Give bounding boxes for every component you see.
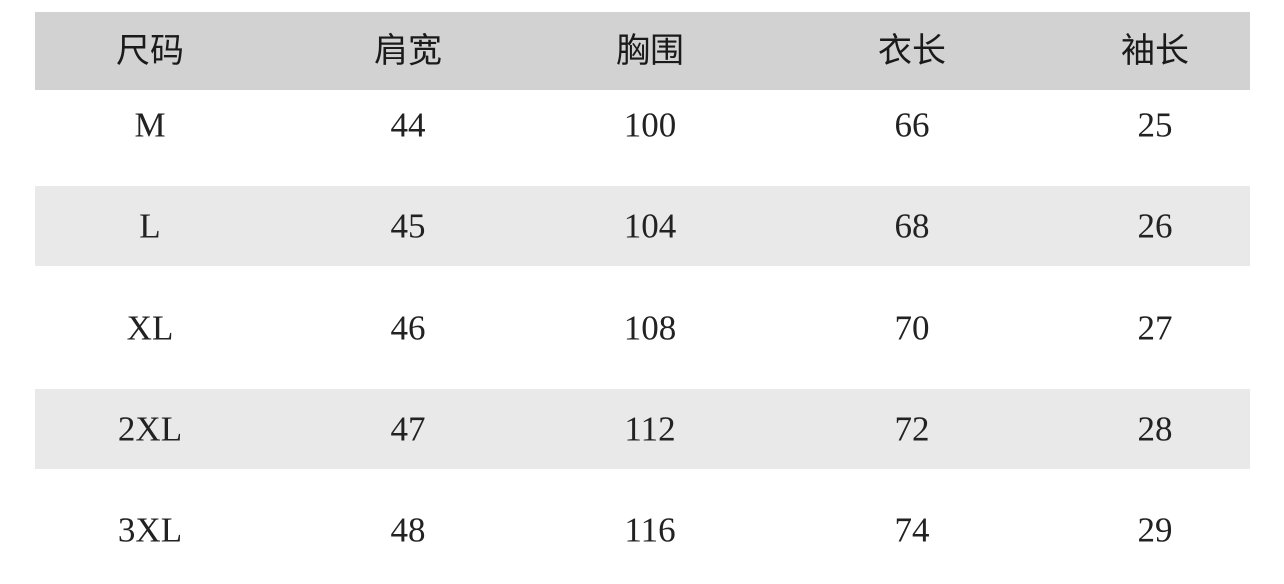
table-cell: 100 <box>623 105 677 145</box>
table-cell: 48 <box>390 510 426 550</box>
header-band <box>35 12 1250 90</box>
table-cell: 70 <box>894 308 930 348</box>
table-cell: 104 <box>623 206 677 246</box>
header-cell: 衣长 <box>878 31 946 71</box>
table-cell: 44 <box>390 105 426 145</box>
table-cell: 116 <box>624 510 676 550</box>
table-cell: 108 <box>623 308 677 348</box>
header-cell: 尺码 <box>116 31 184 71</box>
table-cell: 27 <box>1137 308 1173 348</box>
table-cell: 112 <box>624 409 676 449</box>
table-cell: 72 <box>894 409 930 449</box>
table-cell: XL <box>126 308 174 348</box>
header-cell: 胸围 <box>616 31 684 71</box>
table-cell: 66 <box>894 105 930 145</box>
row-band <box>35 388 1250 469</box>
table-cell: 47 <box>390 409 426 449</box>
table-cell: 26 <box>1137 206 1173 246</box>
table-cell: M <box>134 105 166 145</box>
row-band <box>35 186 1250 267</box>
table-cell: L <box>139 206 161 246</box>
table-cell: 2XL <box>117 409 183 449</box>
table-cell: 29 <box>1137 510 1173 550</box>
header-cell: 袖长 <box>1121 31 1189 71</box>
table-cell: 46 <box>390 308 426 348</box>
table-cell: 68 <box>894 206 930 246</box>
table-cell: 74 <box>894 510 930 550</box>
table-cell: 28 <box>1137 409 1173 449</box>
table-cell: 3XL <box>117 510 183 550</box>
header-cell: 肩宽 <box>374 31 442 71</box>
table-cell: 45 <box>390 206 426 246</box>
table-cell: 25 <box>1137 105 1173 145</box>
